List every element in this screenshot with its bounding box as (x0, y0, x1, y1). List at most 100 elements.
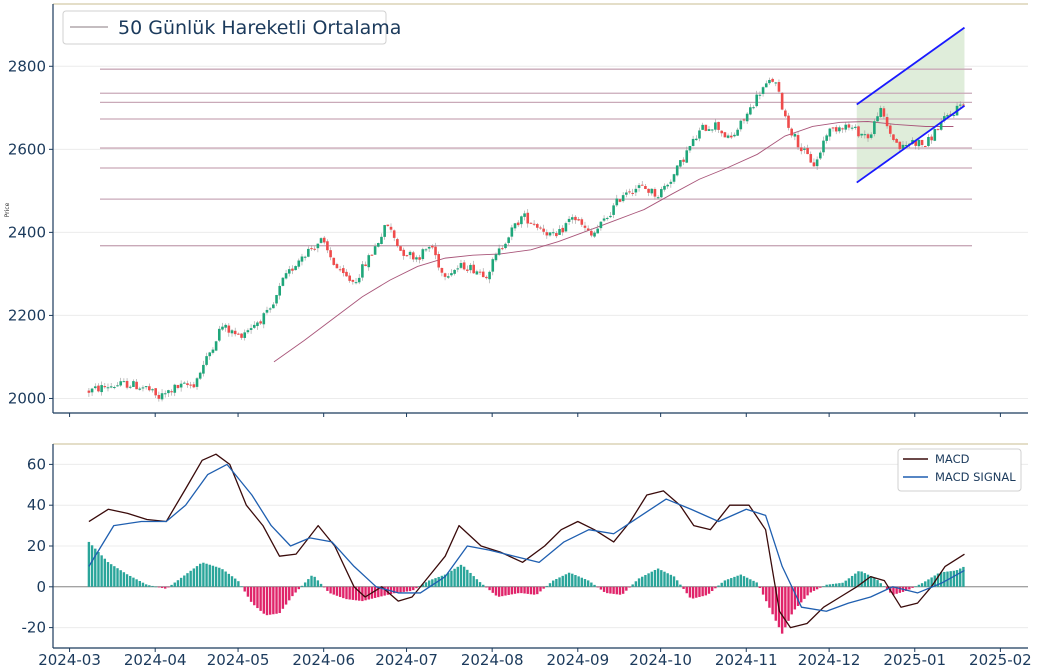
histogram-bar (621, 586, 625, 594)
histogram-bar (555, 578, 558, 587)
histogram-bar (625, 586, 628, 591)
histogram-bar (730, 578, 733, 587)
histogram-bar (628, 586, 631, 588)
candle-body (844, 124, 848, 130)
candle-body (122, 381, 126, 383)
histogram-bar (326, 586, 329, 591)
histogram-bar (914, 586, 917, 587)
candle-body (316, 243, 320, 249)
histogram-bar (100, 555, 103, 587)
histogram-bar (749, 579, 752, 587)
histogram-bar (952, 570, 956, 587)
candle-body (777, 82, 781, 92)
candle-body (710, 129, 714, 131)
histogram-bar (154, 586, 157, 588)
histogram-bar (809, 586, 812, 593)
candle-body (424, 249, 428, 251)
candle-body (780, 92, 784, 110)
candle-body (879, 107, 883, 117)
xtick-label: 2024-05 (207, 651, 270, 669)
candle-body (787, 115, 790, 128)
price-axis: 2000 2200 2400 2600 2800 (8, 3, 1028, 414)
candle-body (570, 217, 574, 220)
histogram-bar (526, 586, 529, 594)
candle-body (510, 227, 514, 237)
histogram-bar (714, 586, 717, 589)
candle-body (106, 387, 110, 389)
histogram-bar (717, 585, 720, 587)
histogram-bar (866, 574, 870, 587)
candle-body (838, 127, 841, 132)
candle-body (647, 188, 650, 193)
candle-body (831, 127, 835, 129)
histogram-bar (507, 586, 510, 595)
candle-body (596, 228, 600, 234)
candle-body (440, 268, 444, 273)
candle-body (958, 104, 962, 106)
candle-body (462, 262, 466, 270)
candle-body (529, 222, 533, 224)
candle-body (453, 269, 456, 274)
candle-body (784, 110, 787, 117)
candle-body (745, 113, 749, 122)
histogram-bar (710, 586, 714, 592)
histogram-bar (125, 574, 129, 587)
histogram-bar (431, 579, 434, 587)
histogram-bar (656, 568, 660, 587)
histogram-bar (485, 586, 488, 588)
histogram-bar (752, 580, 755, 587)
histogram-bar (392, 586, 396, 594)
candle-body (179, 383, 183, 388)
candle-body (914, 140, 918, 146)
candle-body (456, 268, 460, 270)
macd-ytick-label: 40 (27, 496, 46, 514)
candle-body (478, 271, 482, 273)
histogram-bar (475, 579, 479, 587)
candle-body (733, 134, 736, 137)
candle-body (555, 233, 558, 237)
histogram-bar (825, 584, 828, 587)
candle-body (405, 255, 409, 257)
candle-body (882, 108, 886, 117)
candle-body (577, 219, 580, 221)
candle-body (227, 325, 231, 333)
candle-body (294, 266, 297, 271)
candle-body (574, 216, 577, 221)
histogram-bar (421, 584, 425, 587)
candle-body (386, 224, 390, 227)
candle-body (834, 127, 838, 132)
candle-body (237, 333, 240, 335)
candle-body (240, 333, 243, 338)
candle-body (615, 198, 619, 206)
candle-body (694, 138, 698, 141)
histogram-bar (189, 570, 192, 587)
price-ytick-label: 2800 (8, 57, 46, 75)
candle-body (599, 221, 603, 229)
histogram-bar (383, 586, 386, 596)
histogram-bar (291, 586, 294, 597)
candle-body (113, 387, 116, 389)
candle-body (408, 251, 412, 256)
histogram-bar (447, 572, 450, 587)
macd-axis: -20 0 20 40 60 (22, 443, 1028, 649)
xtick-label: 2024-11 (715, 651, 778, 669)
histogram-bar (275, 586, 278, 614)
histogram-bar (685, 586, 688, 594)
histogram-bar (574, 575, 577, 587)
candle-body (752, 107, 755, 109)
candle-body (755, 94, 759, 107)
candle-body (319, 238, 323, 243)
candle-body (612, 205, 615, 215)
candle-body (685, 150, 689, 163)
candle-body (707, 129, 711, 131)
histogram-bar (113, 566, 116, 587)
candle-body (920, 139, 924, 145)
candle-body (586, 228, 590, 231)
macd-ytick-label: 60 (27, 455, 46, 473)
histogram-bar (310, 575, 313, 587)
legend-signal-label: MACD SIGNAL (935, 470, 1016, 484)
candle-body (768, 79, 771, 84)
candle-body (952, 114, 956, 116)
histogram-bar (720, 582, 723, 587)
candle-body (656, 197, 660, 199)
